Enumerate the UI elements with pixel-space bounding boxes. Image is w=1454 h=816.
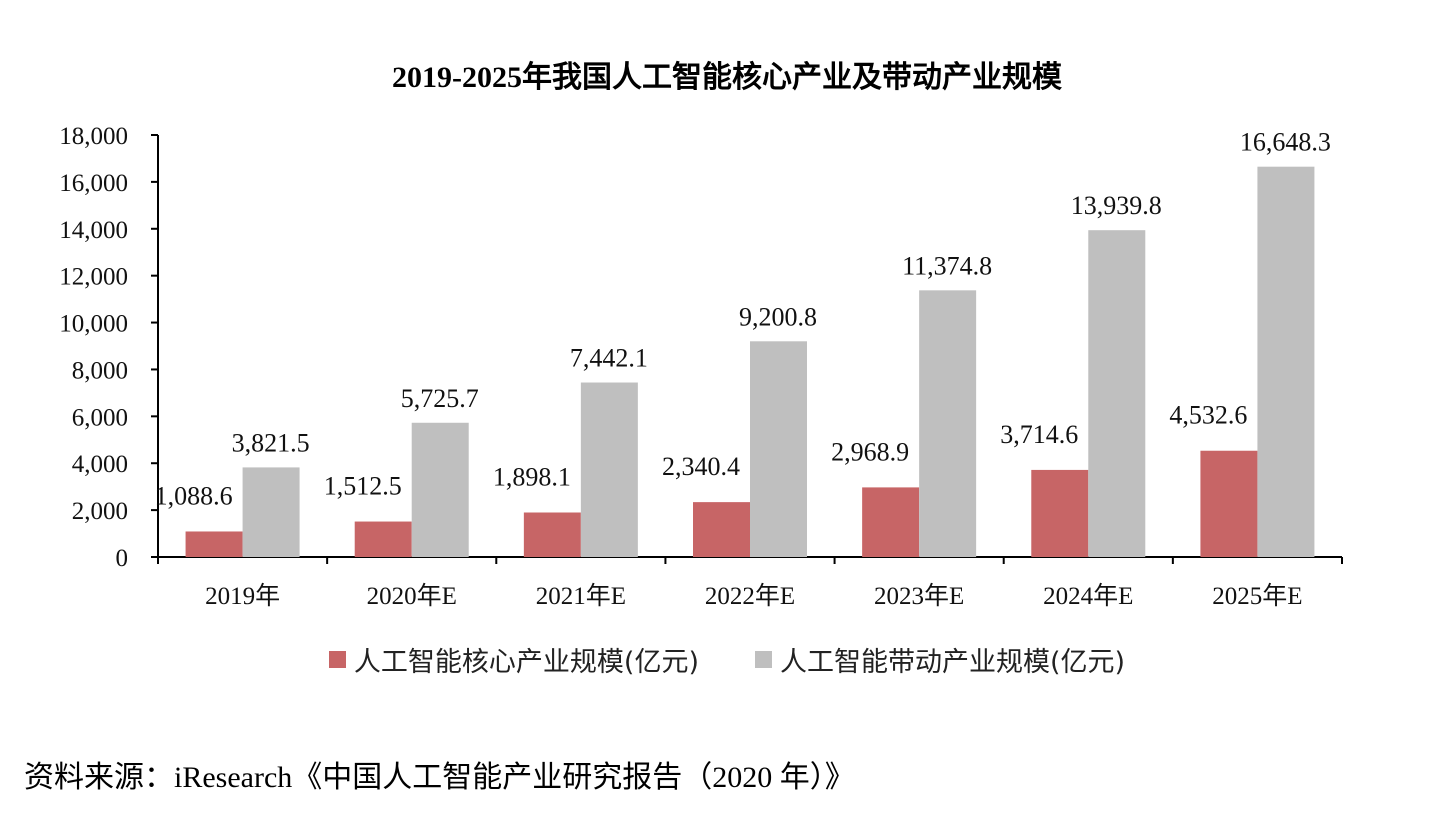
bar-driven (580, 382, 638, 557)
x-tick-label: 2025年E (1212, 582, 1302, 610)
bar-core (1200, 450, 1258, 557)
data-labels: 1,088.6 1,512.5 1,898.1 2,340.4 2,968.9 3,714… (155, 128, 1331, 511)
x-tick-label: 2022年E (705, 582, 795, 610)
y-tick-label: 4,000 (72, 451, 128, 478)
y-tick-label: 12,000 (59, 264, 128, 291)
y-tick-label: 14,000 (59, 217, 128, 244)
bar-core (523, 512, 581, 557)
data-label-core: 3,714.6 (1000, 420, 1078, 449)
bar-core (693, 502, 750, 557)
legend-swatch-core (328, 651, 346, 668)
bars (185, 166, 1315, 557)
data-label-core: 4,532.6 (1169, 401, 1247, 430)
bar-driven (411, 422, 469, 557)
bar-core (862, 487, 920, 557)
data-label-driven: 11,374.8 (902, 251, 992, 280)
legend-label-core: 人工智能核心产业规模(亿元) (353, 647, 699, 678)
x-tick-label: 2024年E (1043, 582, 1133, 610)
x-tick-label: 2021年E (536, 582, 626, 610)
data-label-driven: 7,442.1 (570, 344, 648, 373)
data-label-driven: 13,939.8 (1071, 191, 1162, 220)
y-tick-label: 2,000 (72, 498, 128, 525)
x-tick-label: 2019年 (205, 582, 280, 610)
y-tick-label: 8,000 (72, 357, 128, 384)
bar-core (185, 531, 243, 557)
data-label-core: 2,340.4 (662, 452, 740, 481)
data-label-driven: 5,725.7 (401, 384, 479, 413)
y-tick-label: 16,000 (59, 170, 128, 197)
y-tick-label: 10,000 (59, 311, 128, 338)
data-label-driven: 9,200.8 (739, 302, 817, 331)
data-label-core: 1,088.6 (155, 481, 233, 510)
legend-item-core: 人工智能核心产业规模(亿元) (328, 640, 699, 679)
y-tick-label: 6,000 (72, 404, 128, 431)
y-axis: 0 2,000 4,000 6,000 8,000 10,000 12,000 14,000 1… (59, 123, 159, 572)
bar-driven (1257, 166, 1315, 557)
bar-driven (242, 467, 300, 557)
source-note: 资料来源：iResearch《中国人工智能产业研究报告（2020 年）》 (24, 761, 855, 794)
data-label-core: 1,512.5 (324, 472, 402, 501)
y-tick-label: 18,000 (59, 123, 128, 150)
y-tick-label: 0 (116, 545, 129, 572)
bar-core (1031, 469, 1089, 557)
data-label-driven: 3,821.5 (232, 428, 310, 457)
bar-core (354, 521, 412, 557)
bar-chart: 0 2,000 4,000 6,000 8,000 10,000 12,000 14,000 1… (59, 123, 1343, 610)
bar-driven (1088, 230, 1146, 557)
x-tick-label: 2020年E (367, 582, 457, 610)
data-label-core: 2,968.9 (831, 437, 909, 466)
bar-driven (750, 341, 807, 557)
data-label-core: 1,898.1 (493, 463, 571, 492)
legend-item-driven: 人工智能带动产业规模(亿元) (755, 640, 1125, 679)
legend-swatch-driven (755, 651, 772, 668)
x-tick-label: 2023年E (874, 582, 964, 610)
legend: 人工智能核心产业规模(亿元) 人工智能带动产业规模(亿元) (0, 640, 1454, 679)
chart-title: 2019-2025年我国人工智能核心产业及带动产业规模 (392, 61, 1062, 94)
bar-driven (919, 290, 977, 557)
legend-label-driven: 人工智能带动产业规模(亿元) (780, 647, 1126, 678)
data-label-driven: 16,648.3 (1240, 128, 1331, 157)
x-axis: 2019年 2020年E 2021年E 2022年E 2023年E 2024年E 2025年… (157, 556, 1343, 610)
